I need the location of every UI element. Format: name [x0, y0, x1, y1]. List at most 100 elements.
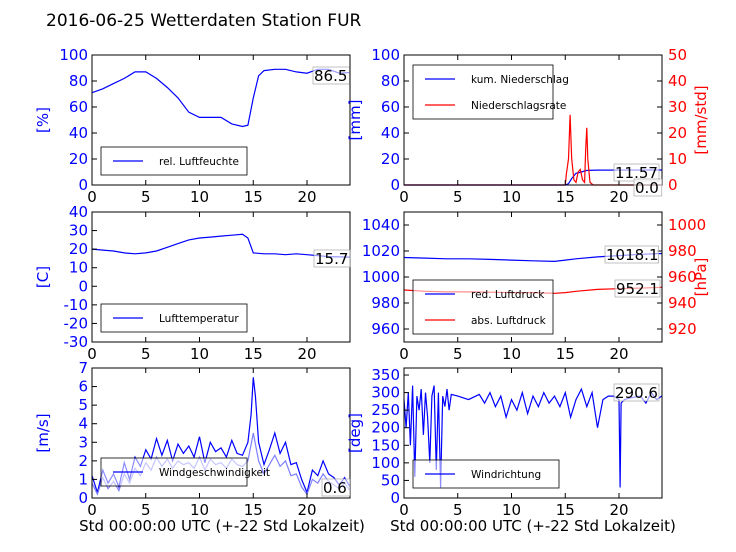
- x-axis-label-right: Std 00:00:00 UTC (+-22 Std Lokalzeit): [390, 517, 676, 535]
- value-label: 952.1: [616, 280, 659, 298]
- x-tick-label: 0: [87, 345, 97, 363]
- value-label-box: [321, 478, 351, 497]
- panel-6: 0 5 10 15 20050100150200250300350[deg]Windri…: [346, 366, 663, 519]
- y-axis-label: [mm]: [346, 100, 364, 141]
- figure-title: 2016-06-25 Wetterdaten Station FUR: [46, 11, 362, 31]
- x-tick-label: 5: [453, 501, 463, 519]
- series-line-6-1: [403, 385, 663, 488]
- y-tick-label: 350: [371, 366, 400, 384]
- legend: rel. Luftfeuchte: [100, 146, 248, 176]
- x-tick-label: 20: [609, 345, 628, 363]
- y-tick-label: 80: [381, 72, 400, 90]
- x-tick-label: 10: [190, 345, 209, 363]
- y-tick-label: 100: [371, 46, 400, 64]
- x-tick-label: 20: [609, 188, 628, 206]
- x-tick-label: 5: [141, 501, 151, 519]
- x-tick-label: 10: [502, 188, 521, 206]
- y-tick-label: 1020: [362, 242, 400, 260]
- y-tick-label-right: 30: [668, 98, 687, 116]
- value-label: 15.7: [315, 250, 348, 268]
- x-tick-label: 5: [453, 345, 463, 363]
- y-axis-label: [%]: [34, 107, 52, 133]
- legend-label: red. Luftdruck: [471, 289, 545, 301]
- legend: Windrichtung: [412, 459, 560, 489]
- x-tick-label: 15: [556, 188, 575, 206]
- x-tick-label: 10: [502, 501, 521, 519]
- y-tick-label: 30: [69, 222, 88, 240]
- y-tick-label-right: 0: [668, 176, 678, 194]
- y-tick-label: 100: [371, 454, 400, 472]
- y-axis-label: [m/s]: [34, 413, 52, 452]
- x-tick-label: 10: [190, 188, 209, 206]
- y-tick-label: 250: [371, 401, 400, 419]
- plot-frame: [403, 367, 663, 499]
- plot-frame: [403, 54, 663, 186]
- y-tick-label: 40: [69, 124, 88, 142]
- value-label: 290.6: [615, 384, 658, 402]
- y-tick-label-right: 940: [668, 294, 697, 312]
- y-tick-label: 1000: [362, 268, 400, 286]
- y-tick-label: 1: [78, 470, 88, 488]
- y-tick-label-right: 960: [668, 268, 697, 286]
- y-tick-label: 1040: [362, 216, 400, 234]
- legend: kum. Niederschlag Niederschlagsrate: [412, 64, 569, 120]
- y-tick-label-right: 40: [668, 72, 687, 90]
- x-tick-label: 0: [399, 345, 409, 363]
- x-axis-label-left: Std 00:00:00 UTC (+-22 Std Lokalzeit): [79, 517, 365, 535]
- y-tick-label: 60: [381, 98, 400, 116]
- y-tick-label: 2: [78, 452, 88, 470]
- x-tick-label: 15: [244, 188, 263, 206]
- x-tick-label: 0: [87, 501, 97, 519]
- x-tick-label: 0: [399, 501, 409, 519]
- x-tick-label: 10: [190, 501, 209, 519]
- legend-box: [412, 279, 554, 335]
- value-label: 1018.1: [606, 246, 659, 264]
- panel-2: 0 5 10 15 20 0 20 40 60 80 100 [mm] 0 10 20 30 40 50 [mm/s…: [346, 46, 710, 206]
- y-tick-label-right: 1000: [668, 216, 706, 234]
- x-tick-label: 5: [141, 188, 151, 206]
- y-tick-label: 200: [371, 419, 400, 437]
- panel-4: 0 5 10 15 20 960 980 1000 1020 1040 920 940 960 980 10…: [362, 211, 710, 363]
- legend: Windgeschwindigkeit: [100, 457, 270, 487]
- y-tick-label: 20: [381, 150, 400, 168]
- x-tick-label: 15: [244, 501, 263, 519]
- y-tick-label: 20: [69, 150, 88, 168]
- y-tick-label: 60: [69, 98, 88, 116]
- y-tick-label: 80: [69, 72, 88, 90]
- value-label-box: [613, 383, 660, 402]
- y-tick-label-right: 10: [668, 150, 687, 168]
- y-tick-label: 0: [390, 489, 400, 507]
- y-axis-label: [C]: [34, 266, 52, 288]
- x-tick-label: 5: [453, 188, 463, 206]
- value-label-box: [313, 249, 351, 268]
- x-tick-label: 20: [609, 501, 628, 519]
- legend: red. Luftdruck abs. Luftdruck: [412, 279, 554, 335]
- y-axis-label: [deg]: [346, 413, 364, 453]
- series-line-1-1: [91, 68, 351, 128]
- legend-label: Windrichtung: [471, 469, 541, 481]
- y-tick-label: 4: [78, 415, 88, 433]
- y-tick-label: 100: [59, 46, 88, 64]
- y-tick-label-right: 50: [668, 46, 687, 64]
- value-label-box: [312, 66, 350, 85]
- legend-label: kum. Niederschlag: [471, 74, 569, 86]
- panel-1: 0 5 10 15 20 0 20 40 60 80 100 [%] rel. Luftfeuchte 8…: [34, 46, 351, 206]
- y-tick-label-right: 20: [668, 124, 687, 142]
- y-tick-label: 40: [381, 124, 400, 142]
- y-tick-label: -20: [64, 314, 89, 332]
- x-tick-label: 0: [87, 188, 97, 206]
- x-tick-label: 10: [502, 345, 521, 363]
- plot-frame: [91, 211, 351, 343]
- x-tick-label: 20: [297, 501, 316, 519]
- series-line-3-1: [91, 233, 351, 258]
- y-tick-label: -30: [64, 333, 89, 351]
- x-tick-label: 20: [297, 188, 316, 206]
- y-tick-label: 6: [78, 378, 88, 396]
- value-label: 11.57: [615, 164, 658, 182]
- y-tick-label: 40: [69, 203, 88, 221]
- value-label-box: [604, 245, 659, 264]
- y-tick-label: 0: [78, 176, 88, 194]
- y-tick-label: 0: [78, 277, 88, 295]
